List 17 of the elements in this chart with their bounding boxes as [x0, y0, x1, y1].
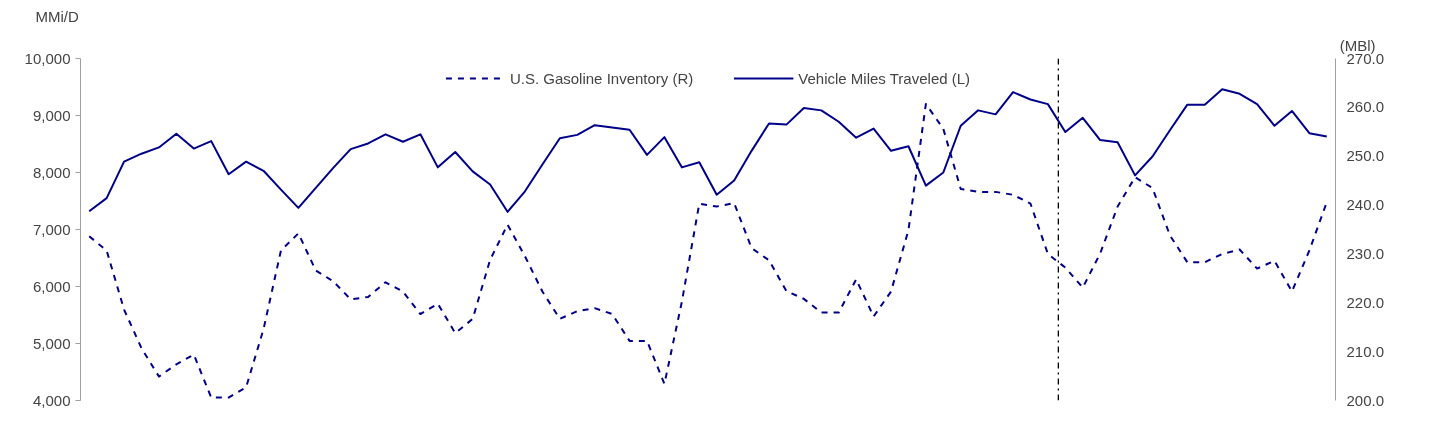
y-axis-title: MMi/D — [35, 7, 79, 25]
y-tick-label: 5,000 — [32, 334, 71, 352]
legend-label: Vehicle Miles Traveled (L) — [798, 69, 971, 87]
y2-tick-label: 230.0 — [1346, 244, 1385, 262]
y-tick-label: 7,000 — [32, 220, 71, 238]
y-tick-label: 6,000 — [32, 277, 71, 295]
y-tick-label: 10,000 — [24, 49, 71, 67]
y-tick-label: 8,000 — [32, 163, 71, 181]
y-tick-label: 4,000 — [32, 391, 71, 409]
y2-tick-label: 210.0 — [1346, 342, 1385, 360]
y2-tick-label: 200.0 — [1346, 391, 1385, 409]
y2-tick-label: 260.0 — [1346, 98, 1385, 116]
y2-tick-label: 240.0 — [1346, 196, 1385, 214]
legend-label: U.S. Gasoline Inventory (R) — [509, 69, 694, 87]
y2-tick-label: 250.0 — [1346, 147, 1385, 165]
y-tick-label: 9,000 — [32, 106, 71, 124]
y2-tick-label: 220.0 — [1346, 293, 1385, 311]
